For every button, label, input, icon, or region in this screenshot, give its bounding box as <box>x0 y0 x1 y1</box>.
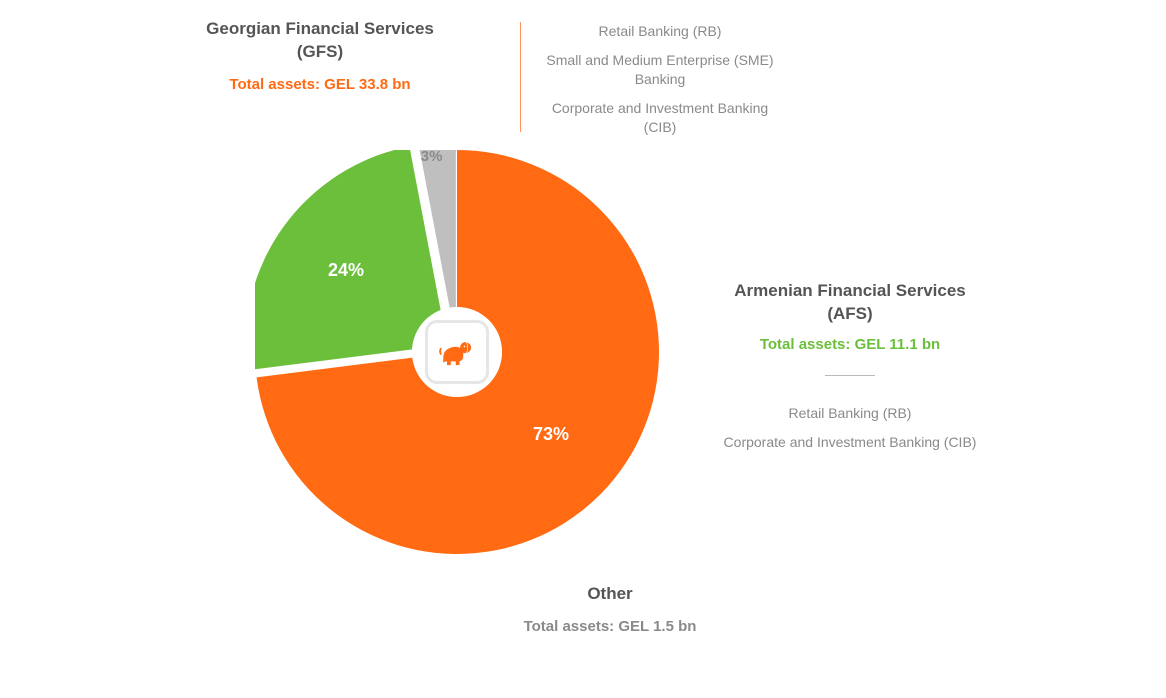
afs-title: Armenian Financial Services (AFS) <box>720 280 980 326</box>
other-heading-block: Other Total assets: GEL 1.5 bn <box>480 584 740 635</box>
afs-title-line2: (AFS) <box>827 304 872 323</box>
gfs-divider <box>520 22 521 132</box>
other-assets-label: Total assets: GEL 1.5 bn <box>480 618 740 635</box>
afs-subservice-1: Corporate and Investment Banking (CIB) <box>720 433 980 452</box>
gfs-subservice-1: Small and Medium Enterprise (SME) Bankin… <box>540 51 780 89</box>
pct-label-afs: 24% <box>328 260 364 281</box>
afs-title-line1: Armenian Financial Services <box>734 281 966 300</box>
other-title: Other <box>480 584 740 604</box>
pie-chart <box>255 150 659 554</box>
afs-subservice-0: Retail Banking (RB) <box>720 404 980 423</box>
pct-label-other: 3% <box>421 148 443 165</box>
lion-icon <box>437 335 477 369</box>
chart-canvas: Georgian Financial Services (GFS) Total … <box>0 0 1166 698</box>
gfs-title-line1: Georgian Financial Services <box>206 19 434 38</box>
gfs-subservices: Retail Banking (RB) Small and Medium Ent… <box>540 12 780 146</box>
afs-divider <box>825 375 875 376</box>
gfs-assets-label: Total assets: GEL 33.8 bn <box>170 76 470 93</box>
pct-label-gfs: 73% <box>533 424 569 445</box>
gfs-title-line2: (GFS) <box>297 42 343 61</box>
gfs-subservice-2: Corporate and Investment Banking (CIB) <box>540 99 780 137</box>
afs-heading-block: Armenian Financial Services (AFS) Total … <box>720 280 980 462</box>
afs-subservices: Retail Banking (RB) Corporate and Invest… <box>720 404 980 452</box>
center-hub-square <box>425 320 489 384</box>
afs-assets-label: Total assets: GEL 11.1 bn <box>720 336 980 353</box>
gfs-title: Georgian Financial Services (GFS) <box>170 18 470 64</box>
center-hub <box>418 313 496 391</box>
gfs-heading-block: Georgian Financial Services (GFS) Total … <box>170 18 470 93</box>
gfs-subservice-0: Retail Banking (RB) <box>540 22 780 41</box>
